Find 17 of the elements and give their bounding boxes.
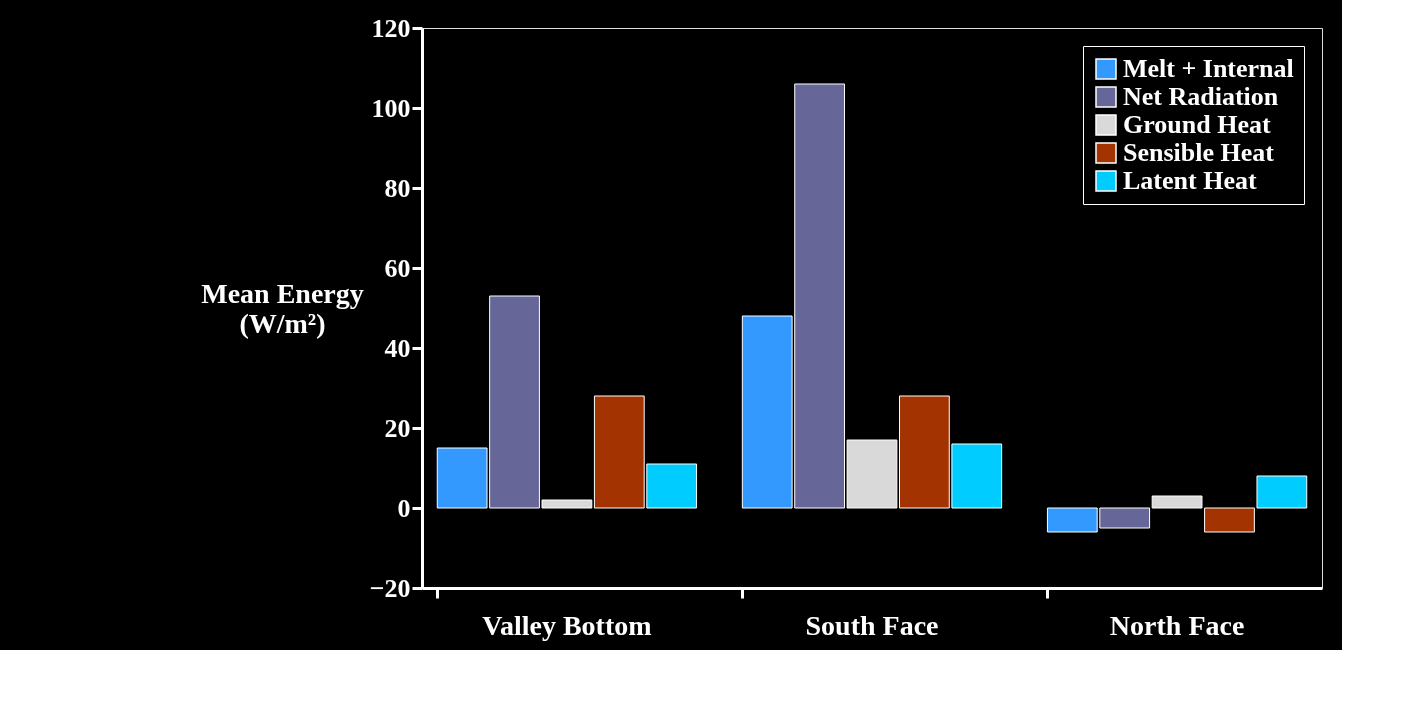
y-tick-label: 40 [384, 333, 411, 363]
y-tick-label: −20 [369, 573, 411, 603]
y-tick-label: 100 [371, 93, 411, 123]
x-tick-label: North Face [1109, 609, 1245, 641]
y-axis-title: Mean Energy (W/m²) [201, 277, 364, 339]
y-tick-label: 20 [384, 413, 411, 443]
y-tick-label: 60 [384, 253, 411, 283]
x-tick-label: Valley Bottom [482, 609, 652, 641]
y-tick-label: 80 [384, 173, 411, 203]
y-tick-label: 0 [397, 493, 411, 523]
y-tick-label: 120 [371, 13, 411, 43]
legend-label: Sensible Heat [1123, 138, 1275, 167]
legend-label: Ground Heat [1123, 110, 1271, 139]
legend-label: Melt + Internal [1123, 54, 1294, 83]
x-tick-label: South Face [805, 609, 939, 641]
legend-label: Net Radiation [1123, 82, 1279, 111]
legend-label: Latent Heat [1123, 166, 1257, 195]
